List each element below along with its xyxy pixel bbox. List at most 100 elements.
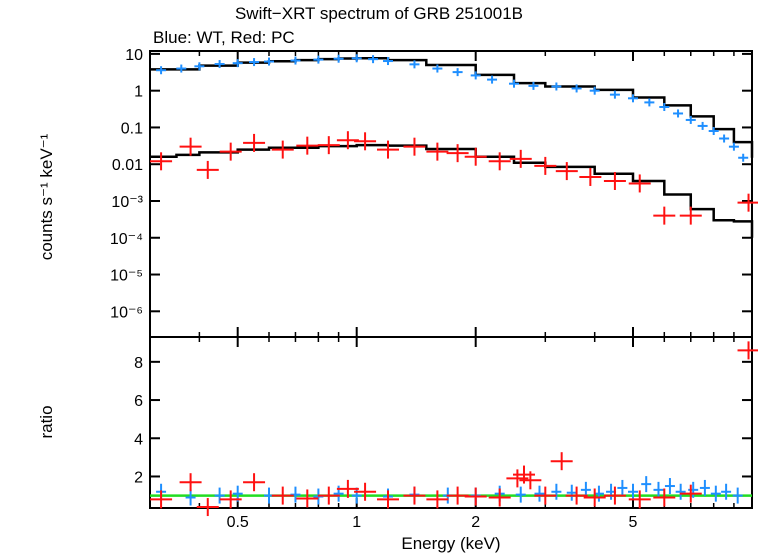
data-point: [659, 102, 670, 111]
data-point: [368, 55, 379, 64]
data-point: [710, 485, 721, 502]
data-point: [290, 56, 301, 65]
data-point: [551, 82, 562, 91]
data-point: [296, 489, 319, 508]
x-tick-label: 0.5: [227, 514, 249, 531]
chart-title: Swift−XRT spectrum of GRB 251001B: [234, 4, 524, 23]
data-point: [426, 142, 449, 161]
data-point: [685, 115, 696, 124]
data-point: [409, 60, 420, 69]
data-point: [185, 489, 196, 506]
x-tick-label: 2: [471, 514, 480, 531]
data-point: [737, 341, 758, 360]
data-point: [550, 452, 573, 471]
data-point: [509, 79, 520, 88]
y-tick-label: 1: [134, 84, 143, 101]
spectrum-panel-frame: [149, 50, 753, 338]
data-point: [534, 156, 557, 175]
data-point: [565, 486, 588, 505]
data-point: [628, 94, 639, 103]
ratio-panel-frame: [149, 336, 753, 509]
data-point: [628, 490, 651, 509]
data-point: [214, 60, 225, 69]
data-point: [464, 147, 487, 166]
y-tick-label: 10⁻⁴: [110, 231, 143, 248]
model-step-line: [150, 143, 754, 238]
data-point: [617, 479, 628, 496]
data-point: [534, 485, 545, 502]
data-point: [603, 486, 626, 505]
pc-series: [150, 131, 758, 517]
data-point: [644, 98, 655, 107]
y-axis-title-spectrum: counts s⁻¹ keV⁻¹: [37, 133, 56, 260]
y-tick-label: 2: [134, 469, 143, 486]
data-point: [382, 57, 393, 66]
data-point: [156, 66, 167, 75]
data-point: [219, 142, 242, 161]
axis-ticks: [149, 51, 753, 508]
data-point: [317, 136, 340, 155]
data-point: [403, 486, 426, 505]
data-point: [603, 171, 626, 190]
data-point: [566, 484, 577, 501]
data-point: [452, 68, 463, 77]
data-point: [515, 486, 526, 503]
y-tick-label: 10⁻⁵: [110, 268, 143, 285]
data-point: [628, 174, 651, 193]
data-point: [675, 483, 686, 500]
data-point: [426, 490, 449, 509]
data-point: [488, 488, 511, 507]
data-point: [519, 471, 542, 490]
data-point: [354, 132, 377, 151]
data-point: [528, 81, 539, 90]
y-tick-label: 0.01: [112, 157, 143, 174]
data-point: [679, 484, 702, 503]
data-point: [243, 473, 266, 492]
data-point: [579, 167, 602, 186]
data-point: [699, 479, 710, 496]
data-point: [150, 490, 173, 509]
data-point: [728, 142, 739, 151]
data-point: [679, 206, 702, 225]
data-point: [354, 482, 377, 501]
data-point: [664, 478, 675, 495]
data-point: [555, 162, 578, 181]
model-lines: [150, 57, 754, 238]
data-point: [249, 58, 260, 67]
x-axis-title: Energy (keV): [401, 534, 500, 553]
data-point: [263, 57, 274, 66]
data-point: [653, 488, 676, 507]
data-point: [351, 487, 362, 504]
data-point: [232, 59, 243, 68]
data-point: [571, 84, 582, 93]
data-point: [403, 137, 426, 156]
data-point: [351, 54, 362, 63]
data-point: [194, 62, 205, 71]
data-point: [506, 469, 529, 488]
data-point: [196, 160, 219, 179]
tick-labels: 0.5 1 2 5 10⁻⁶ 10⁻⁵ 10⁻⁴ 10⁻³ 0.01 0.1 1 10 2 4 6 8: [110, 47, 638, 531]
data-point: [721, 483, 732, 500]
data-point: [150, 152, 173, 171]
data-point: [470, 71, 481, 80]
data-point: [653, 206, 676, 225]
chart-subtitle: Blue: WT, Red: PC: [153, 28, 295, 47]
data-point: [432, 64, 443, 73]
data-point: [214, 487, 225, 504]
data-point: [551, 483, 562, 500]
data-point: [487, 75, 498, 84]
data-point: [708, 127, 719, 136]
data-point: [738, 153, 749, 162]
data-point: [446, 144, 469, 163]
data-point: [719, 134, 730, 143]
data-point: [176, 64, 187, 73]
wt-series: [156, 54, 749, 506]
y-tick-label: 10⁻⁶: [110, 304, 143, 321]
y-axis-title-ratio: ratio: [37, 405, 56, 438]
data-point: [336, 131, 359, 150]
data-point: [737, 193, 758, 212]
data-point: [271, 140, 294, 159]
data-point: [589, 86, 600, 95]
data-point: [583, 488, 606, 507]
data-point: [488, 152, 511, 171]
